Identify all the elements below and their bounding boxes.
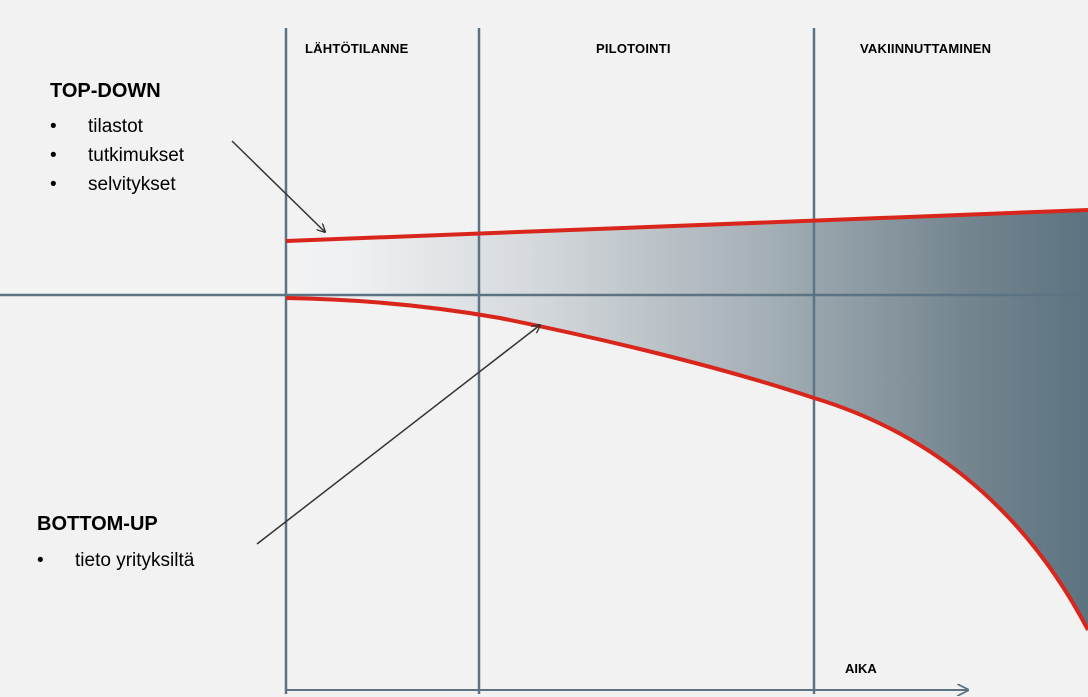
bottom-up-title: BOTTOM-UP [37, 513, 158, 535]
bullet-icon: • [37, 550, 44, 571]
bottom-up-list: • tieto yrityksiltä [37, 546, 194, 575]
phase-label-vakiinnuttaminen: VAKIINNUTTAMINEN [860, 41, 992, 56]
top-down-title: TOP-DOWN [50, 80, 161, 102]
top-down-item-label: tilastot [88, 116, 143, 137]
bottom-up-curve [285, 296, 1088, 631]
phase-label-pilotointi: PILOTOINTI [596, 41, 671, 56]
list-item: • tieto yrityksiltä [37, 546, 194, 575]
top-down-item-label: tutkimukset [88, 145, 185, 166]
top-down-list: • tilastot • tutkimukset • selvitykset [50, 112, 184, 199]
top-down-item-label: selvitykset [88, 174, 176, 195]
time-axis-label: AIKA [845, 661, 877, 676]
bullet-icon: • [50, 174, 57, 195]
list-item: • tutkimukset [50, 141, 184, 170]
bullet-icon: • [50, 116, 57, 137]
shaded-wedge [286, 210, 1088, 630]
bottom-up-item-label: tieto yrityksiltä [75, 550, 195, 571]
top-down-pointer-arrow [231, 140, 325, 232]
top-down-curve [285, 208, 1088, 243]
list-item: • selvitykset [50, 170, 184, 199]
phase-label-lahtotilanne: LÄHTÖTILANNE [305, 41, 409, 56]
list-item: • tilastot [50, 112, 184, 141]
bullet-icon: • [50, 145, 57, 166]
bottom-up-pointer-arrow [256, 325, 540, 545]
